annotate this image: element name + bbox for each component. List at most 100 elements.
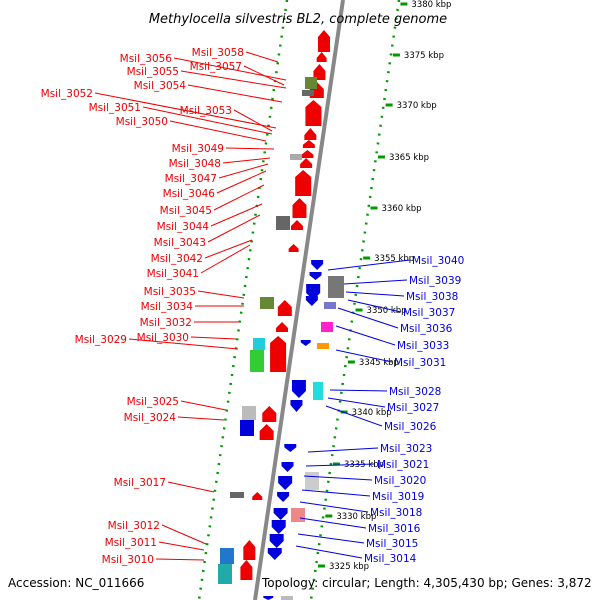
gene-box-magenta: [321, 322, 333, 332]
right-label-leader: [301, 489, 371, 497]
kbp-tick-label: 3350 kbp: [367, 306, 407, 316]
gene-box-steelblue: [220, 548, 234, 564]
gene-box-blue: [240, 420, 254, 436]
right-label-leader: [305, 463, 376, 467]
reverse-gene-arrow: [284, 444, 297, 452]
left-label-leader: [142, 106, 273, 135]
forward-gene-arrow: [305, 100, 322, 126]
gene-label-right: Msil_3016: [368, 523, 421, 535]
kbp-tick-label: 3365 kbp: [389, 153, 429, 163]
gene-box-teal: [218, 564, 232, 584]
left-label-leader: [180, 400, 227, 411]
reverse-gene-arrow: [263, 596, 274, 600]
right-label-leader: [303, 475, 373, 481]
gene-label-left: Msil_3042: [151, 253, 203, 265]
gene-label-left: Msil_3024: [124, 412, 177, 424]
gene-label-left: Msil_3054: [134, 80, 187, 92]
gene-box-grey: [302, 90, 314, 96]
gene-box-lightgrey: [242, 406, 256, 420]
left-label-leader: [158, 541, 205, 551]
left-track-border: [197, 0, 289, 600]
map-title: Methylocella silvestris BL2, complete ge…: [149, 12, 447, 27]
gene-label-left: Msil_3047: [165, 173, 217, 185]
right-label-leader: [345, 291, 405, 297]
reverse-gene-arrow: [311, 260, 324, 270]
gene-label-right: Msil_3020: [374, 475, 426, 487]
left-label-leader: [161, 524, 207, 545]
forward-gene-arrow: [262, 406, 277, 422]
gene-label-right: Msil_3018: [370, 507, 422, 519]
left-label-leader: [210, 203, 263, 227]
gene-label-right: Msil_3038: [406, 291, 458, 303]
reverse-gene-arrow: [273, 508, 288, 520]
gene-box-lightgrey: [290, 154, 302, 160]
forward-gene-arrow: [301, 150, 314, 158]
left-label-leader: [245, 51, 279, 63]
accession-text: Accession: NC_011666: [8, 576, 144, 590]
gene-label-right: Msil_3036: [400, 323, 453, 335]
right-label-leader: [327, 397, 386, 408]
kbp-tick-label: 3355 kbp: [374, 254, 414, 264]
reverse-gene-arrow: [300, 340, 311, 346]
gene-label-left: Msil_3010: [102, 554, 154, 566]
gene-label-left: Msil_3034: [141, 301, 194, 313]
gene-label-right: Msil_3037: [403, 307, 455, 319]
kbp-tick-label: 3360 kbp: [381, 204, 421, 214]
kbp-tick-label: 3345 kbp: [359, 358, 399, 368]
gene-label-left: Msil_3029: [75, 334, 127, 346]
right-label-leader: [297, 533, 365, 544]
reverse-gene-arrow: [309, 272, 322, 280]
left-label-leader: [94, 92, 277, 129]
gene-label-left: Msil_3011: [105, 537, 157, 549]
reverse-gene-arrow: [291, 380, 306, 398]
gene-box-olive: [305, 77, 317, 89]
gene-box-olive: [260, 297, 274, 309]
gene-label-right: Msil_3015: [366, 538, 418, 550]
gene-label-right: Msil_3014: [364, 553, 417, 565]
gene-label-left: Msil_3041: [147, 268, 199, 280]
genome-backbone: [253, 0, 345, 600]
gene-label-left: Msil_3032: [140, 317, 192, 329]
gene-label-right: Msil_3021: [377, 459, 429, 471]
kbp-tick-label: 3375 kbp: [404, 51, 444, 61]
gene-box-grey: [276, 216, 290, 230]
forward-gene-arrow: [259, 424, 274, 440]
right-label-leader: [335, 349, 393, 363]
gene-box-cyan: [313, 382, 323, 400]
gene-label-left: Msil_3046: [163, 188, 216, 200]
gene-box-lightgrey: [281, 596, 293, 600]
forward-gene-arrow: [300, 158, 313, 168]
left-label-leader: [169, 120, 267, 142]
gene-label-right: Msil_3023: [380, 443, 432, 455]
gene-label-left: Msil_3058: [192, 47, 244, 59]
gene-label-left: Msil_3030: [137, 332, 189, 344]
gene-label-right: Msil_3031: [394, 357, 446, 369]
forward-gene-arrow: [313, 64, 326, 80]
gene-label-left: Msil_3053: [180, 105, 232, 117]
left-label-leader: [218, 163, 269, 179]
kbp-tick-label: 3370 kbp: [397, 101, 437, 111]
right-label-leader: [343, 279, 408, 285]
gene-label-left: Msil_3056: [120, 53, 173, 65]
gene-box-salmon: [291, 508, 305, 522]
forward-gene-arrow: [252, 492, 263, 500]
kbp-tick-label: 3325 kbp: [329, 562, 369, 572]
forward-gene-arrow: [291, 220, 303, 230]
reverse-gene-arrow: [271, 520, 286, 534]
gene-label-right: Msil_3028: [389, 386, 441, 398]
reverse-gene-arrow: [281, 462, 294, 472]
gene-label-left: Msil_3057: [190, 61, 242, 73]
gene-label-left: Msil_3050: [116, 116, 168, 128]
right-track-border: [309, 0, 401, 600]
reverse-gene-arrow: [305, 296, 318, 306]
reverse-gene-arrow: [290, 400, 303, 412]
left-label-leader: [225, 147, 275, 150]
forward-gene-arrow: [295, 170, 312, 196]
left-label-leader: [190, 336, 237, 340]
gene-box-lightgrey: [305, 472, 319, 490]
gene-label-left: Msil_3055: [127, 66, 179, 78]
reverse-gene-arrow: [277, 492, 290, 502]
gene-label-right: Msil_3039: [409, 275, 461, 287]
left-label-leader: [233, 109, 273, 132]
left-label-leader: [216, 170, 267, 194]
